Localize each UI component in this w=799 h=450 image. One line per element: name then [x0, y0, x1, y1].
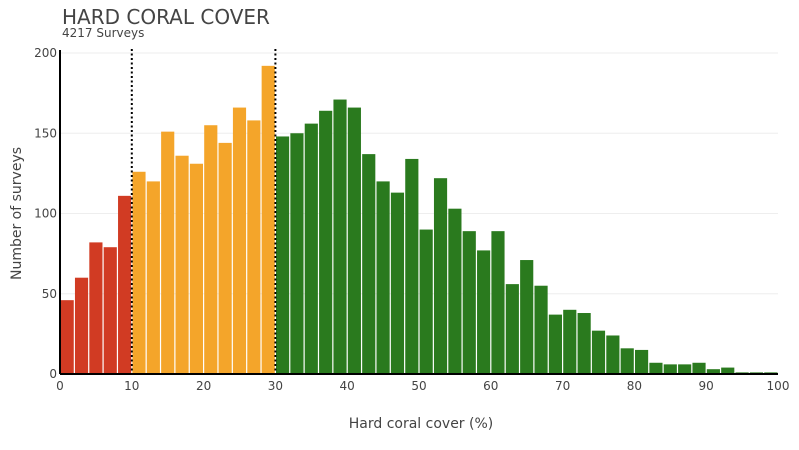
bar [477, 250, 491, 374]
bar [505, 284, 519, 374]
bar [462, 231, 476, 374]
bar [491, 231, 505, 374]
bar [60, 300, 74, 374]
bar [635, 349, 649, 374]
x-tick-label: 20 [196, 379, 211, 393]
chart-title: HARD CORAL COVER [62, 5, 270, 29]
chart-subtitle: 4217 Surveys [62, 26, 145, 40]
bar [204, 125, 218, 374]
y-tick-label: 0 [49, 367, 57, 381]
threshold-lines [130, 49, 277, 374]
bar [520, 260, 534, 374]
bar [448, 208, 462, 374]
bar [721, 367, 735, 374]
x-tick-label: 40 [340, 379, 355, 393]
y-tick-label: 50 [42, 287, 57, 301]
bar [175, 155, 189, 374]
bar [620, 348, 634, 374]
bar [663, 364, 677, 374]
bar [692, 362, 706, 374]
bar [261, 65, 275, 374]
bars [60, 65, 778, 375]
bar [419, 229, 433, 374]
x-tick-label: 80 [627, 379, 642, 393]
bar [563, 309, 577, 374]
axes [59, 50, 778, 375]
bar [276, 136, 290, 374]
x-tick-label: 10 [124, 379, 139, 393]
x-tick-label: 60 [483, 379, 498, 393]
y-tick-label: 100 [34, 207, 57, 221]
bar [376, 181, 390, 374]
bar [146, 181, 160, 374]
bar [189, 163, 203, 374]
bar [333, 99, 347, 375]
bar [132, 171, 146, 374]
bar [606, 335, 620, 374]
y-tick-label: 150 [34, 126, 57, 140]
y-tick-label: 200 [34, 46, 57, 60]
bar [103, 247, 117, 374]
bar [678, 364, 692, 374]
bar [577, 313, 591, 374]
bar [232, 107, 247, 374]
bar [405, 158, 419, 374]
bar [433, 178, 448, 374]
bar [247, 120, 261, 374]
bar [591, 330, 606, 374]
bar [548, 314, 562, 374]
x-tick-label: 0 [56, 379, 64, 393]
bar [649, 362, 663, 374]
bar [161, 131, 175, 374]
x-tick-label: 100 [767, 379, 790, 393]
tick-labels: 0 10 20 30 40 50 60 70 80 90 100 0 50 100 150 200 [34, 46, 789, 393]
bar [74, 277, 89, 374]
bar [347, 107, 361, 374]
bar [290, 133, 304, 374]
bar [362, 154, 376, 374]
bar [390, 192, 405, 374]
x-tick-label: 30 [268, 379, 283, 393]
x-tick-label: 90 [699, 379, 714, 393]
bar [118, 195, 132, 374]
y-axis-title: Number of surveys [9, 147, 25, 280]
bar [89, 242, 103, 374]
bar [706, 369, 720, 374]
x-tick-label: 50 [411, 379, 426, 393]
bar [319, 110, 333, 374]
bar [218, 142, 232, 374]
x-axis-title: Hard coral cover (%) [349, 416, 493, 432]
x-tick-label: 70 [555, 379, 570, 393]
bar [534, 285, 548, 374]
bar [304, 123, 318, 375]
